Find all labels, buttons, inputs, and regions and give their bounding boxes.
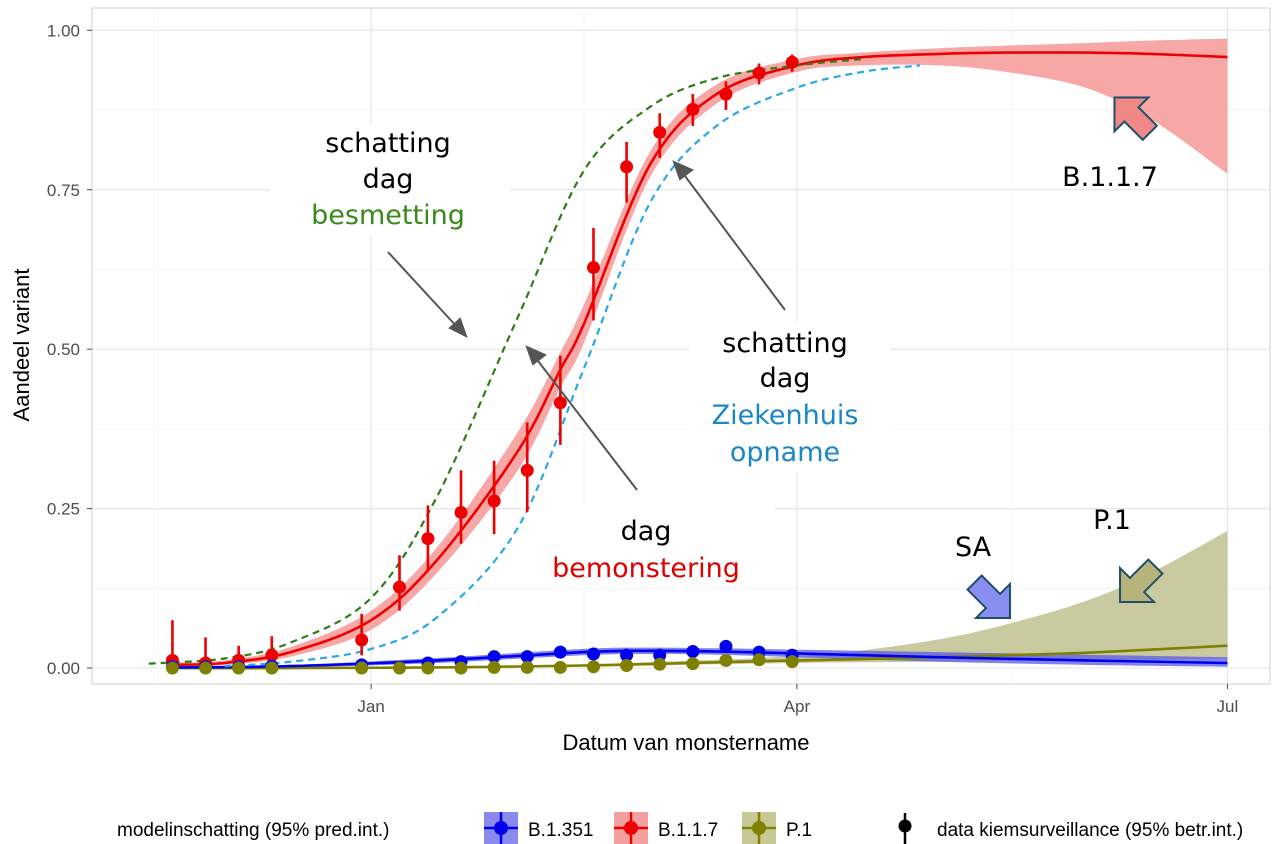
legend-title: modelinschatting (95% pred.int.) [117,820,389,841]
shifted-curves [148,57,921,668]
infection-label-line2: dag [363,164,414,195]
point-B117-5 [393,580,407,594]
hospital-label-line2: dag [760,363,811,394]
sampling-label-backdrop [532,508,774,588]
point-P1-6 [421,661,435,675]
legend-key-b1351 [484,812,518,844]
arrow-hospital [681,171,786,311]
point-B117-16 [752,66,766,80]
y-axis-title: Aandeel variant [9,269,34,422]
point-B117-8 [487,494,501,508]
point-B1351-7 [487,650,501,664]
point-B117-10 [553,396,567,410]
point-P1-0 [165,661,179,675]
x-tick-label-0: Jan [357,697,384,716]
point-B117-11 [586,261,600,275]
infection-label-backdrop [270,124,510,236]
arrow-infection [387,251,459,329]
point-P1-8 [487,660,501,674]
point-P1-14 [686,657,700,671]
dashed-curve-infection [148,57,864,665]
point-P1-11 [586,660,600,674]
y-tick-label-4: 1.00 [47,21,80,40]
x-tick-label-2: Jul [1217,697,1239,716]
model-line-B1351 [172,649,1228,669]
y-tick-label-2: 0.50 [47,340,80,359]
point-B117-6 [421,532,435,546]
arrow-sampling [534,356,638,491]
sampling-label-line2: bemonstering [552,553,740,584]
grid [92,8,1270,684]
arrow-hospital-head [672,160,694,181]
ribbon-B1351 [172,647,1228,669]
point-B117-15 [719,87,733,101]
hospital-label-backdrop [690,322,890,472]
point-P1-12 [620,659,634,673]
point-P1-17 [785,655,799,669]
legend-label-p1: P.1 [786,820,812,841]
sa-label: SA [955,532,992,563]
panel-border [91,7,1271,685]
point-P1-1 [199,661,213,675]
observed-points [165,54,799,675]
b117-callout-arrow-icon [1113,96,1159,142]
y-tick-label-3: 0.75 [47,181,80,200]
sa-callout-arrow-icon [966,574,1011,619]
p1-callout-arrow-icon [1119,558,1164,603]
point-P1-7 [454,661,468,675]
legend-label-b117: B.1.1.7 [658,820,718,841]
axes: 0.00 0.25 0.50 0.75 1.00 Jan Apr Jul [47,21,1238,716]
infection-label-line3: besmetting [311,200,465,231]
b117-label: B.1.1.7 [1062,162,1158,193]
point-B117-13 [653,125,667,139]
point-B117-3 [265,648,279,662]
legend: modelinschatting (95% pred.int.) B.1.351… [117,812,1243,844]
point-B1351-14 [719,639,733,653]
point-B1351-11 [620,648,634,662]
point-B117-7 [454,505,468,519]
point-B117-17 [785,55,799,69]
legend-label-b1351: B.1.351 [528,820,594,841]
point-P1-4 [355,661,369,675]
annotation-arrows [387,160,786,491]
arrow-sampling-head [525,345,547,366]
point-B1351-10 [586,647,600,661]
y-tick-label-0: 0.00 [47,659,80,678]
point-B117-14 [686,102,700,116]
point-B117-4 [355,633,369,647]
legend-key-p1 [742,812,776,844]
x-tick-label-1: Apr [784,697,811,716]
point-P1-9 [520,660,534,674]
hospital-label-line3: Ziekenhuis [712,400,859,431]
hospital-label-line1: schatting [722,328,848,359]
point-P1-13 [653,657,667,671]
point-B1351-13 [686,644,700,658]
point-B1351-12 [653,648,667,662]
legend-key-b117 [614,812,648,844]
point-B117-12 [620,160,634,174]
model-line-B117 [172,51,1228,667]
infection-label-line1: schatting [325,128,451,159]
ribbon-P1 [172,530,1228,669]
point-B1351-9 [553,645,567,659]
point-P1-5 [393,661,407,675]
point-P1-16 [752,653,766,667]
hospital-label-line4: opname [730,437,840,468]
legend-key-data [898,813,912,844]
p1-label: P.1 [1093,505,1131,536]
point-P1-2 [232,661,246,675]
arrow-infection-head [448,317,468,339]
point-B117-9 [520,463,534,477]
point-B1351-8 [520,650,534,664]
y-tick-label-1: 0.25 [47,500,80,519]
x-axis-title: Datum van monstername [563,730,810,755]
point-P1-15 [719,653,733,667]
point-P1-3 [265,661,279,675]
legend-label-data: data kiemsurveillance (95% betr.int.) [937,820,1243,841]
point-P1-10 [553,660,567,674]
sampling-label-line1: dag [621,516,672,547]
